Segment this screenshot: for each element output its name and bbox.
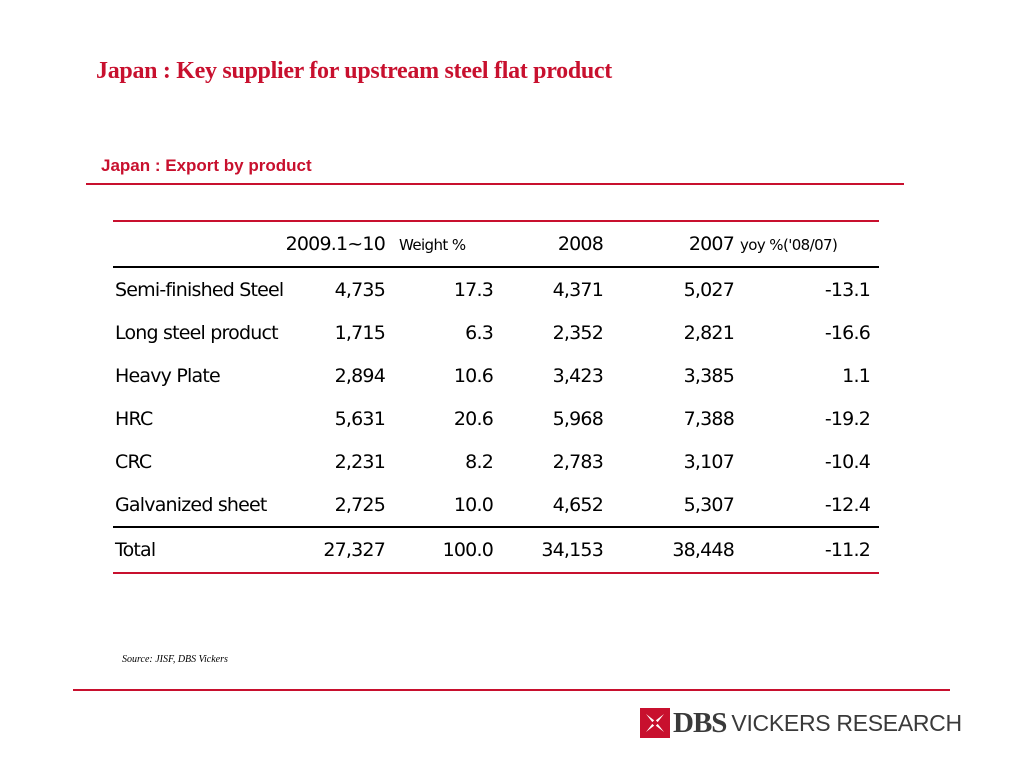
dbs-logo: DBS VICKERS RESEARCH (640, 705, 962, 741)
dbs-logo-icon (640, 708, 670, 738)
row-value-2008: 2,352 (552, 321, 604, 344)
row-value-2009: 5,631 (334, 407, 386, 430)
row-value-2009: 2,231 (334, 450, 386, 473)
row-yoy: -19.2 (824, 407, 871, 430)
row-weight: 8.2 (465, 450, 494, 473)
table-row: CRC 2,231 8.2 2,783 3,107 -10.4 (113, 440, 879, 483)
total-weight: 100.0 (442, 539, 494, 561)
table-row: Galvanized sheet 2,725 10.0 4,652 5,307 … (113, 483, 879, 527)
logo-text: VICKERS RESEARCH (731, 709, 962, 736)
header-2007: 2007 (688, 233, 735, 255)
logo-brand: DBS (673, 706, 727, 739)
row-weight: 10.0 (453, 493, 494, 516)
total-value-2009: 27,327 (323, 539, 385, 561)
row-value-2008: 5,968 (552, 407, 604, 430)
row-product: Semi-finished Steel (115, 278, 284, 301)
row-product: CRC (115, 450, 152, 473)
header-yoy: yoy %('08/07) (734, 222, 879, 267)
total-value-2007: 38,448 (672, 539, 734, 561)
row-value-2007: 2,821 (683, 321, 735, 344)
export-table: 2009.1~10 Weight % 2008 2007 yoy %('08/0… (113, 222, 879, 572)
subtitle-divider (86, 183, 904, 185)
table-bottom-rule (113, 572, 879, 574)
row-product: HRC (115, 407, 153, 430)
row-value-2007: 5,307 (683, 493, 735, 516)
row-weight: 17.3 (453, 278, 494, 301)
row-value-2007: 7,388 (683, 407, 735, 430)
row-weight: 10.6 (453, 364, 494, 387)
row-product: Galvanized sheet (115, 493, 267, 516)
row-value-2009: 4,735 (334, 278, 386, 301)
export-table-container: 2009.1~10 Weight % 2008 2007 yoy %('08/0… (113, 220, 879, 574)
row-product: Long steel product (115, 321, 279, 344)
footer-divider (73, 689, 950, 691)
row-value-2009: 2,725 (334, 493, 386, 516)
table-row: Heavy Plate 2,894 10.6 3,423 3,385 1.1 (113, 354, 879, 397)
row-weight: 6.3 (465, 321, 494, 344)
table-top-rule (113, 220, 879, 222)
header-2008: 2008 (557, 233, 604, 255)
header-blank (113, 222, 283, 267)
row-yoy: 1.1 (842, 364, 871, 387)
row-value-2009: 2,894 (334, 364, 386, 387)
row-value-2007: 3,107 (683, 450, 735, 473)
row-value-2008: 4,371 (552, 278, 604, 301)
row-value-2009: 1,715 (334, 321, 386, 344)
row-value-2008: 3,423 (552, 364, 604, 387)
row-value-2008: 2,783 (552, 450, 604, 473)
header-weight: Weight % (385, 222, 493, 267)
table-row: Semi-finished Steel 4,735 17.3 4,371 5,0… (113, 267, 879, 311)
row-product: Heavy Plate (115, 364, 221, 387)
row-yoy: -13.1 (824, 278, 871, 301)
table-row: HRC 5,631 20.6 5,968 7,388 -19.2 (113, 397, 879, 440)
row-value-2008: 4,652 (552, 493, 604, 516)
table-subtitle: Japan : Export by product (101, 156, 312, 175)
total-label: Total (115, 539, 156, 561)
slide-title: Japan : Key supplier for upstream steel … (96, 58, 612, 84)
table-row: Long steel product 1,715 6.3 2,352 2,821… (113, 311, 879, 354)
total-yoy: -11.2 (824, 539, 871, 561)
row-value-2007: 3,385 (683, 364, 735, 387)
row-weight: 20.6 (453, 407, 494, 430)
header-period: 2009.1~10 (285, 233, 386, 255)
source-note: Source: JISF, DBS Vickers (122, 654, 228, 665)
row-yoy: -12.4 (824, 493, 871, 516)
header-yoy-label: yoy %('08/07) (740, 236, 838, 254)
row-value-2007: 5,027 (683, 278, 735, 301)
row-yoy: -16.6 (824, 321, 871, 344)
header-weight-label: Weight % (399, 236, 466, 254)
table-total-row: Total 27,327 100.0 34,153 38,448 -11.2 (113, 527, 879, 572)
table-header-row: 2009.1~10 Weight % 2008 2007 yoy %('08/0… (113, 222, 879, 267)
total-value-2008: 34,153 (541, 539, 603, 561)
row-yoy: -10.4 (824, 450, 871, 473)
